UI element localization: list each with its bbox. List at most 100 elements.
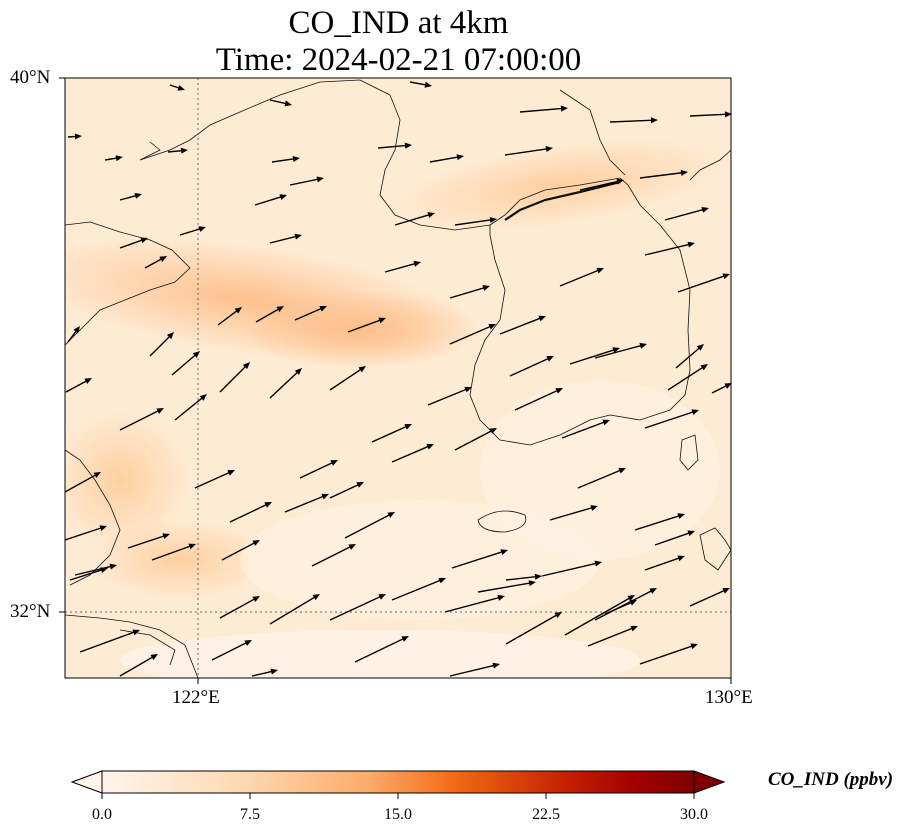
wind-vector-head — [244, 640, 252, 646]
wind-vector-head — [482, 285, 490, 291]
wind-vector-head — [199, 394, 207, 401]
wind-vector-head — [162, 533, 170, 540]
wind-vector-head — [492, 662, 500, 669]
wind-vector — [64, 526, 104, 541]
wind-vector — [559, 268, 601, 287]
wind-vector — [644, 556, 682, 571]
wind-vector — [549, 506, 595, 521]
wind-vector-head — [546, 356, 554, 362]
colorbar-tick-label: 22.5 — [532, 806, 560, 823]
wind-vector — [269, 595, 317, 625]
wind-vector-head — [687, 530, 695, 537]
wind-vector-head — [489, 217, 497, 223]
wind-vector — [119, 655, 155, 677]
wind-vector-head — [330, 460, 338, 466]
wind-vector-head — [177, 84, 185, 91]
colorbar-min-extension — [70, 770, 103, 794]
wind-vector — [477, 581, 533, 593]
wind-vector-head — [404, 142, 412, 149]
wind-vector — [644, 243, 692, 256]
wind-vector-head — [348, 544, 356, 550]
wind-vector — [634, 514, 682, 531]
wind-vector-head — [677, 555, 685, 562]
wind-vector — [564, 596, 632, 636]
wind-vector-head — [560, 105, 568, 112]
wind-vector — [119, 194, 139, 201]
wind-vector — [689, 589, 727, 607]
wind-vector — [229, 503, 269, 523]
map-frame — [64, 77, 732, 679]
wind-vector-head — [630, 625, 638, 632]
wind-vector-head — [497, 594, 505, 601]
wind-vector-head — [252, 540, 260, 546]
wind-vector — [451, 550, 505, 569]
wind-vector — [371, 425, 409, 443]
colorbar-gradient — [101, 770, 695, 794]
wind-vector-head — [100, 567, 108, 573]
wind-vector — [569, 348, 617, 365]
chart-title: CO_IND at 4km — [288, 5, 509, 41]
wind-vector-head — [629, 600, 637, 606]
wind-vector-head — [722, 273, 730, 280]
wind-vector-head — [724, 383, 732, 389]
wind-vector — [519, 107, 565, 113]
wind-vector — [211, 641, 249, 661]
wind-vector-head — [602, 419, 610, 426]
wind-vector-head — [677, 513, 685, 519]
wind-vector — [344, 513, 392, 539]
wind-vector-head — [198, 226, 206, 232]
wind-vector — [284, 494, 326, 513]
wind-vector-head — [276, 306, 284, 313]
wind-vector-head — [554, 612, 562, 619]
wind-vector-head — [159, 256, 167, 262]
wind-vector-head — [93, 472, 101, 479]
wind-vector — [499, 316, 543, 335]
wind-vector — [347, 318, 383, 333]
wind-vector-head — [555, 388, 563, 394]
wind-vector-head — [594, 560, 602, 567]
wind-vector — [119, 409, 161, 431]
wind-vector — [269, 99, 289, 105]
wind-vector-head — [424, 81, 432, 88]
wind-vector-head — [166, 332, 174, 340]
wind-vector-head — [680, 169, 688, 176]
wind-vector-head — [358, 366, 366, 373]
chart-subtitle: Time: 2024-02-21 07:00:00 — [215, 42, 582, 78]
wind-vector — [664, 208, 706, 221]
wind-vector-head — [639, 342, 647, 349]
wind-vector — [444, 596, 502, 613]
wind-vector-head — [188, 543, 196, 550]
wind-vector-head — [156, 408, 164, 414]
wind-vector-head — [724, 111, 732, 118]
wind-vector — [329, 367, 364, 391]
wind-vector-head — [192, 351, 200, 358]
wind-vector — [179, 227, 203, 236]
wind-vector — [311, 545, 353, 567]
wind-vector — [675, 346, 702, 369]
wind-vector — [354, 637, 406, 663]
wind-vector — [127, 534, 167, 549]
wind-vector — [65, 379, 89, 393]
wind-vector — [609, 119, 655, 123]
wind-vector-head — [294, 233, 302, 240]
wind-vector — [667, 365, 706, 391]
wind-vector — [151, 544, 193, 561]
wind-vector — [69, 568, 105, 581]
wind-vector-head — [489, 428, 497, 434]
wind-vector — [505, 613, 559, 645]
lon-label-122e: 122°E — [172, 687, 220, 708]
wind-vector-head — [722, 588, 730, 594]
wind-vector-head — [627, 595, 635, 602]
wind-vector — [449, 324, 493, 345]
wind-vector — [427, 387, 469, 406]
wind-vector — [251, 670, 275, 677]
wind-vector-head — [321, 493, 329, 500]
wind-vector-head — [292, 156, 300, 162]
wind-vector — [144, 257, 164, 269]
wind-vector-head — [109, 563, 117, 570]
wind-vector — [391, 444, 431, 463]
wind-vector — [294, 306, 324, 321]
wind-vector-head — [74, 133, 82, 140]
wind-vector — [654, 531, 692, 546]
